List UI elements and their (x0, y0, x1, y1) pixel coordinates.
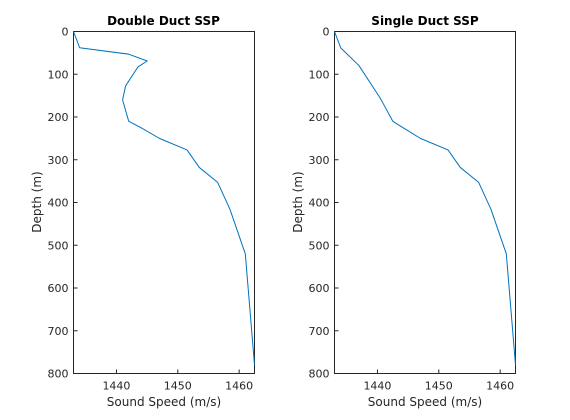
y-tick-label: 700 (48, 325, 69, 338)
x-axis-label: Sound Speed (m/s) (107, 395, 221, 409)
y-tick-label: 200 (309, 111, 330, 124)
y-tick-label: 400 (48, 197, 69, 210)
x-tick-label: 1450 (164, 380, 192, 393)
chart-title: Single Duct SSP (371, 14, 479, 28)
y-ticks: 0 100 200 300 400 500 600 700 800 (309, 26, 339, 381)
x-tick-label: 1450 (425, 380, 453, 393)
y-tick-label: 0 (323, 26, 330, 39)
y-tick-label: 500 (309, 239, 330, 252)
y-ticks: 0 100 200 300 400 500 600 700 800 (48, 26, 78, 381)
y-tick-label: 300 (48, 154, 69, 167)
y-tick-label: 800 (309, 368, 330, 381)
y-tick-label: 400 (309, 197, 330, 210)
x-tick-label: 1440 (363, 380, 391, 393)
y-tick-label: 100 (309, 68, 330, 81)
subplot-double-duct: Double Duct SSP 1440 1450 1460 0 100 200 300 4… (30, 14, 255, 409)
x-ticks: 1440 1450 1460 (102, 369, 253, 393)
y-tick-label: 600 (48, 282, 69, 295)
y-tick-label: 100 (48, 68, 69, 81)
ssp-line (73, 31, 255, 365)
y-tick-label: 700 (309, 325, 330, 338)
x-tick-label: 1460 (486, 380, 514, 393)
y-axis-label: Depth (m) (30, 171, 44, 232)
y-tick-label: 600 (309, 282, 330, 295)
x-tick-label: 1460 (225, 380, 253, 393)
x-axis-label: Sound Speed (m/s) (368, 395, 482, 409)
ssp-line (334, 31, 516, 365)
y-tick-label: 800 (48, 368, 69, 381)
x-ticks: 1440 1450 1460 (363, 369, 514, 393)
x-tick-label: 1440 (102, 380, 130, 393)
y-axis-label: Depth (m) (291, 171, 305, 232)
y-tick-label: 500 (48, 239, 69, 252)
chart-title: Double Duct SSP (107, 14, 220, 28)
y-tick-label: 300 (309, 154, 330, 167)
y-tick-label: 200 (48, 111, 69, 124)
y-tick-label: 0 (62, 26, 69, 39)
subplot-single-duct: Single Duct SSP 1440 1450 1460 0 100 200 300 4… (291, 14, 516, 409)
